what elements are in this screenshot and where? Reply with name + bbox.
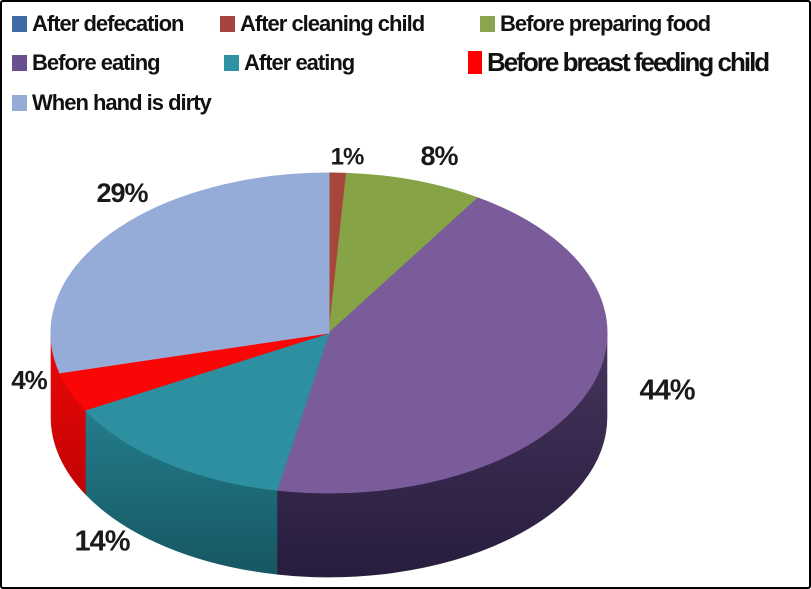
chart-legend: After defecation After cleaning child Be… <box>2 2 809 122</box>
legend-swatch-after-eating <box>224 55 239 71</box>
legend-swatch-after-defecation <box>12 16 27 32</box>
legend-label: After defecation <box>32 11 184 36</box>
legend-item-before-breast-feeding-child: Before breast feeding child <box>468 47 770 78</box>
pie-label-after-cleaning-child: 1% <box>331 143 364 170</box>
legend-label: Before preparing food <box>500 11 711 36</box>
legend-item-after-eating: After eating <box>224 50 355 76</box>
legend-item-after-defecation: After defecation <box>12 11 184 37</box>
pie-label-after-eating: 14% <box>74 526 130 558</box>
legend-swatch-before-preparing-food <box>480 16 495 32</box>
pie-label-before-eating: 44% <box>639 375 695 407</box>
pie-label-before-breast-feeding-child: 4% <box>11 365 47 395</box>
legend-label: Before eating <box>32 50 161 75</box>
legend-item-before-eating: Before eating <box>12 50 161 76</box>
legend-swatch-when-hand-is-dirty <box>12 95 27 111</box>
pie-slice-before-preparing-food <box>328 172 479 335</box>
legend-item-before-preparing-food: Before preparing food <box>480 11 711 37</box>
legend-label: When hand is dirty <box>32 90 212 115</box>
legend-swatch-before-breast-feeding-child <box>468 51 482 74</box>
legend-label: After eating <box>244 50 355 75</box>
legend-label: After cleaning child <box>240 11 425 36</box>
legend-item-when-hand-is-dirty: When hand is dirty <box>12 90 212 116</box>
pie-slice-when-hand-is-dirty <box>50 172 330 374</box>
pie-label-before-preparing-food: 8% <box>420 141 458 171</box>
pie-slice-after-eating <box>84 332 330 491</box>
pie-slice-before-eating <box>276 197 608 494</box>
legend-swatch-after-cleaning-child <box>220 16 235 32</box>
pie-label-when-hand-is-dirty: 29% <box>96 178 148 208</box>
legend-label: Before breast feeding child <box>487 47 770 77</box>
legend-item-after-cleaning-child: After cleaning child <box>220 11 425 37</box>
legend-swatch-before-eating <box>12 55 27 71</box>
